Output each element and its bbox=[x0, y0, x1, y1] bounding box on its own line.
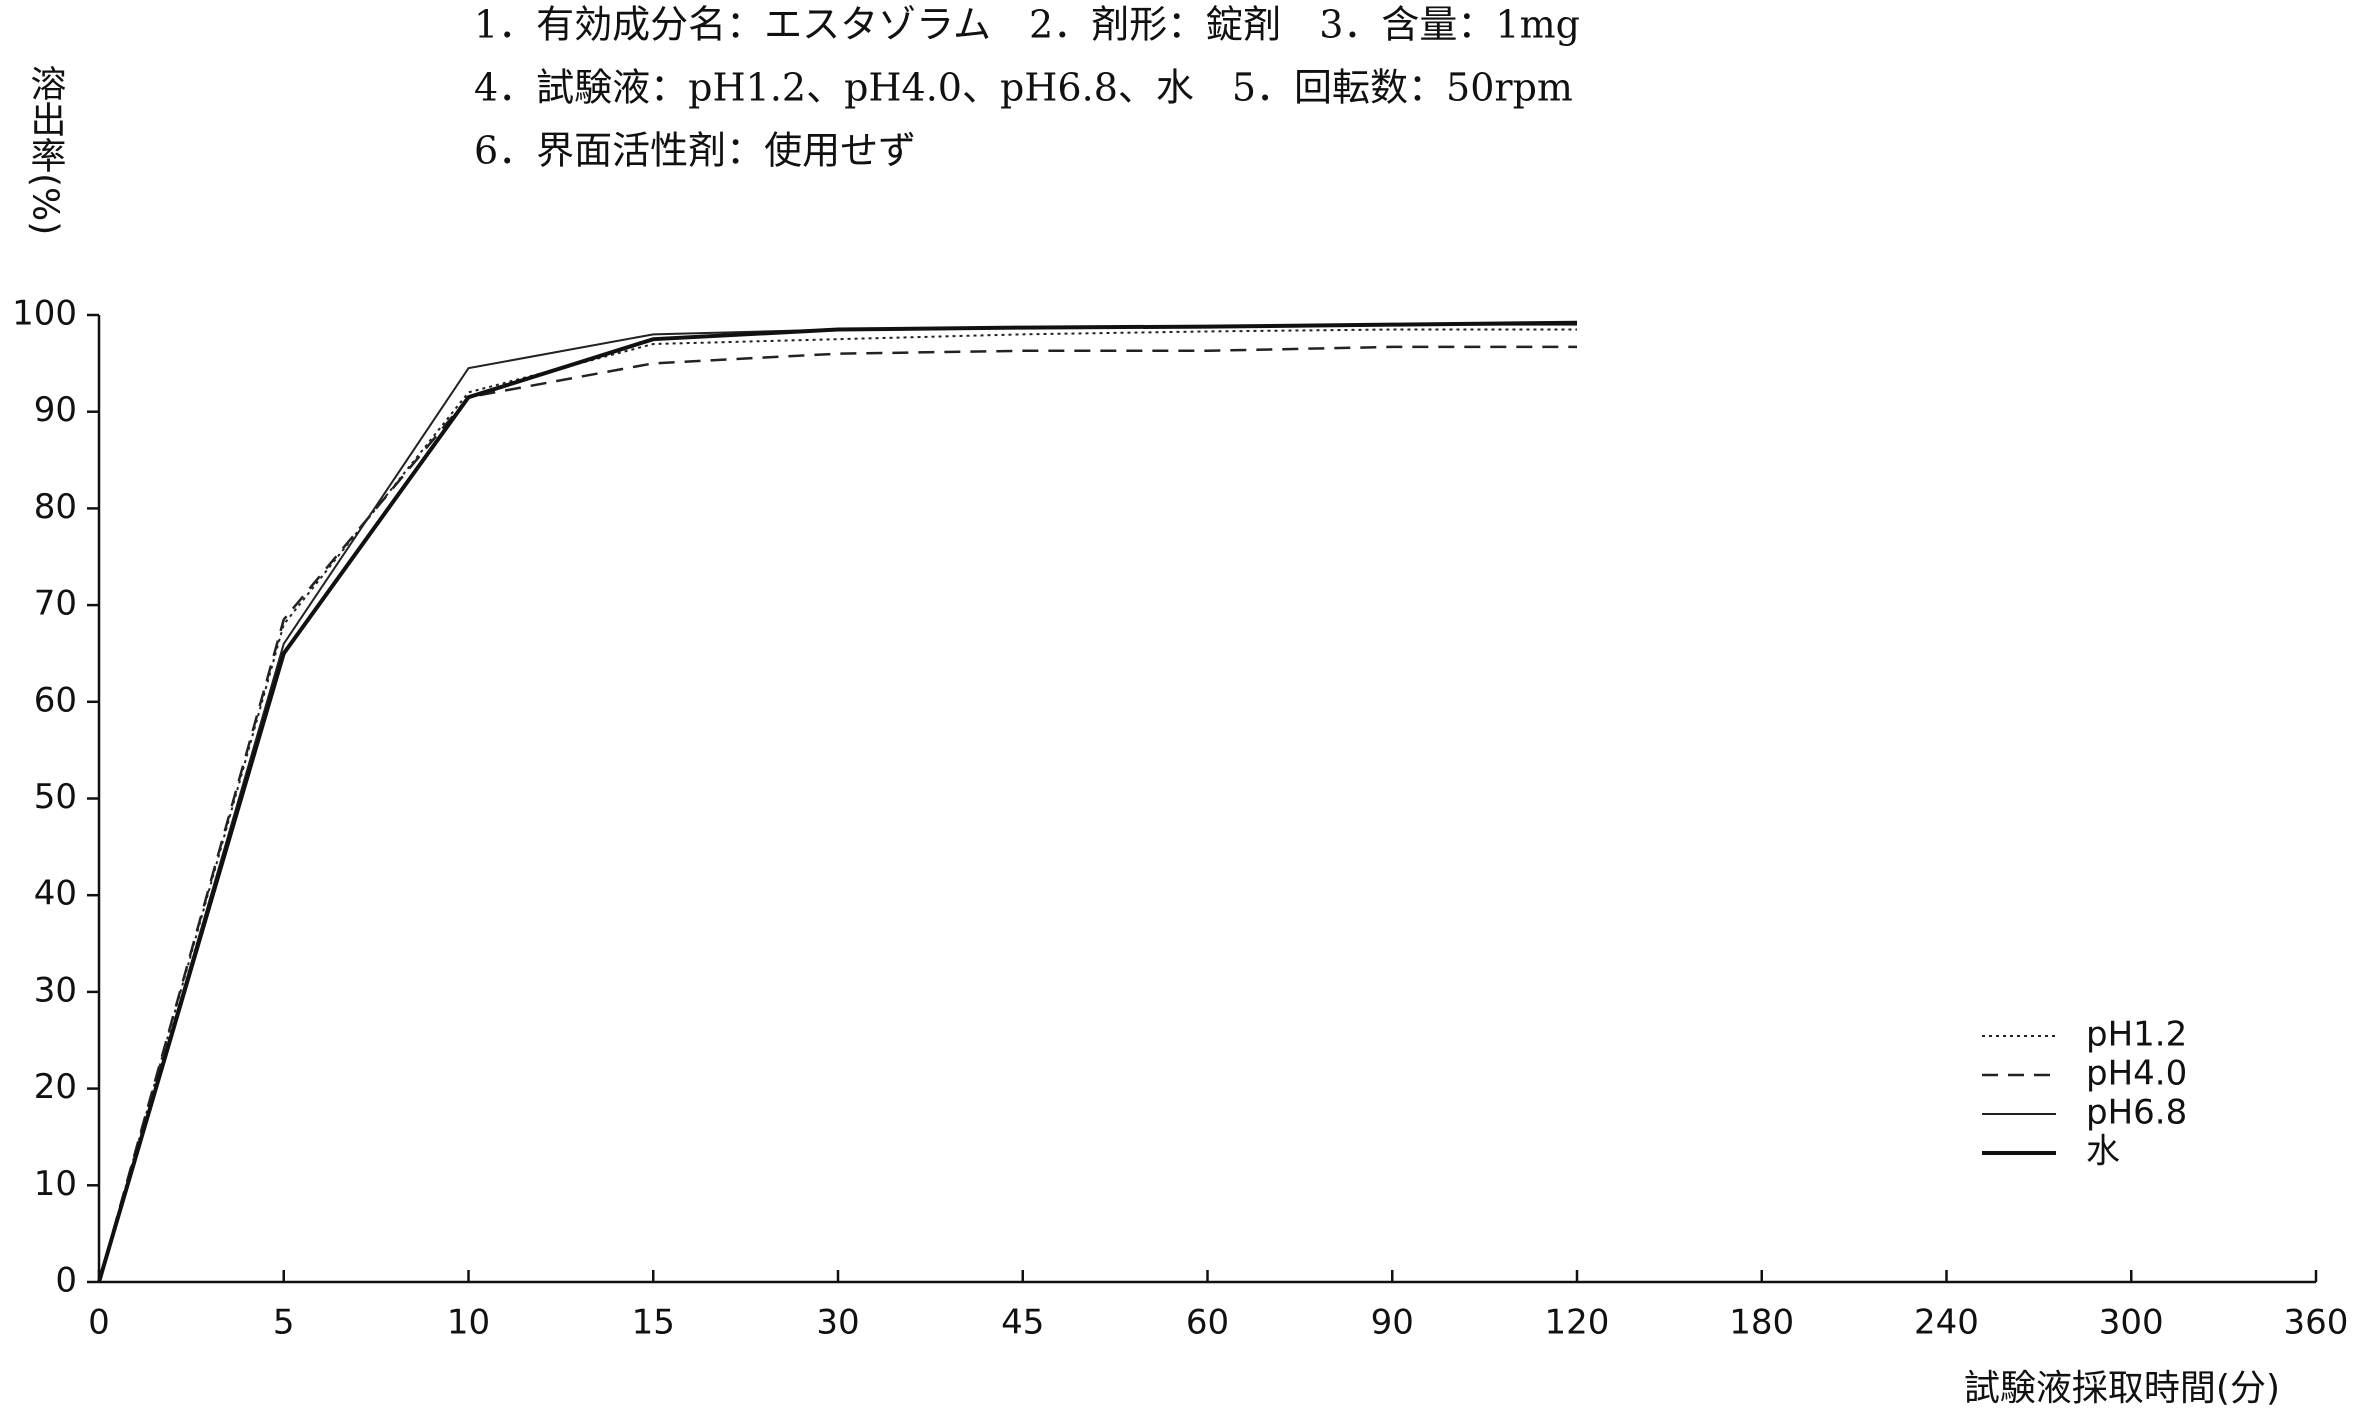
x-tick-label: 30 bbox=[816, 1303, 859, 1343]
series-line bbox=[97, 345, 1577, 1283]
x-tick-label: 5 bbox=[273, 1303, 295, 1343]
header-line: 4．試験液：pH1.2、pH4.0、pH6.8、水 5．回転数：50rpm bbox=[474, 66, 1573, 110]
y-axis-label: 溶出率(%) bbox=[25, 65, 66, 236]
y-tick-label: 50 bbox=[34, 777, 77, 817]
y-tick-label: 30 bbox=[34, 970, 77, 1010]
legend-label: pH6.8 bbox=[2086, 1093, 2187, 1133]
x-tick-label: 120 bbox=[1545, 1303, 1610, 1343]
x-tick-label: 90 bbox=[1371, 1303, 1414, 1343]
y-tick-label: 0 bbox=[55, 1261, 77, 1301]
x-tick-label: 240 bbox=[1914, 1303, 1979, 1343]
legend-label: pH1.2 bbox=[2086, 1015, 2187, 1055]
x-tick-label: 0 bbox=[88, 1303, 110, 1343]
x-tick-label: 45 bbox=[1001, 1303, 1044, 1343]
x-tick-label: 15 bbox=[632, 1303, 675, 1343]
y-tick-label: 70 bbox=[34, 584, 77, 624]
legend-label: pH4.0 bbox=[2086, 1054, 2187, 1094]
y-tick-label: 100 bbox=[12, 294, 77, 334]
series-line bbox=[98, 323, 1577, 1283]
y-tick-label: 40 bbox=[34, 874, 77, 914]
x-tick-label: 10 bbox=[447, 1303, 490, 1343]
x-tick-label: 360 bbox=[2284, 1303, 2349, 1343]
y-tick-label: 10 bbox=[34, 1164, 77, 1204]
header-line: 1．有効成分名：エスタゾラム 2．剤形：錠剤 3．含量：1mg bbox=[474, 3, 1580, 47]
y-tick-label: 20 bbox=[34, 1067, 77, 1107]
series-line bbox=[97, 320, 1578, 1283]
x-tick-label: 180 bbox=[1729, 1303, 1794, 1343]
y-tick-label: 60 bbox=[34, 680, 77, 720]
x-tick-label: 300 bbox=[2099, 1303, 2164, 1343]
y-tick-label: 90 bbox=[34, 390, 77, 430]
legend-label: 水 bbox=[2086, 1132, 2120, 1172]
y-tick-label: 80 bbox=[34, 487, 77, 527]
header-line: 6．界面活性剤：使用せず bbox=[474, 129, 916, 173]
x-axis-label: 試験液採取時間(分) bbox=[1964, 1368, 2280, 1409]
x-tick-label: 60 bbox=[1186, 1303, 1229, 1343]
series-line bbox=[98, 328, 1577, 1283]
